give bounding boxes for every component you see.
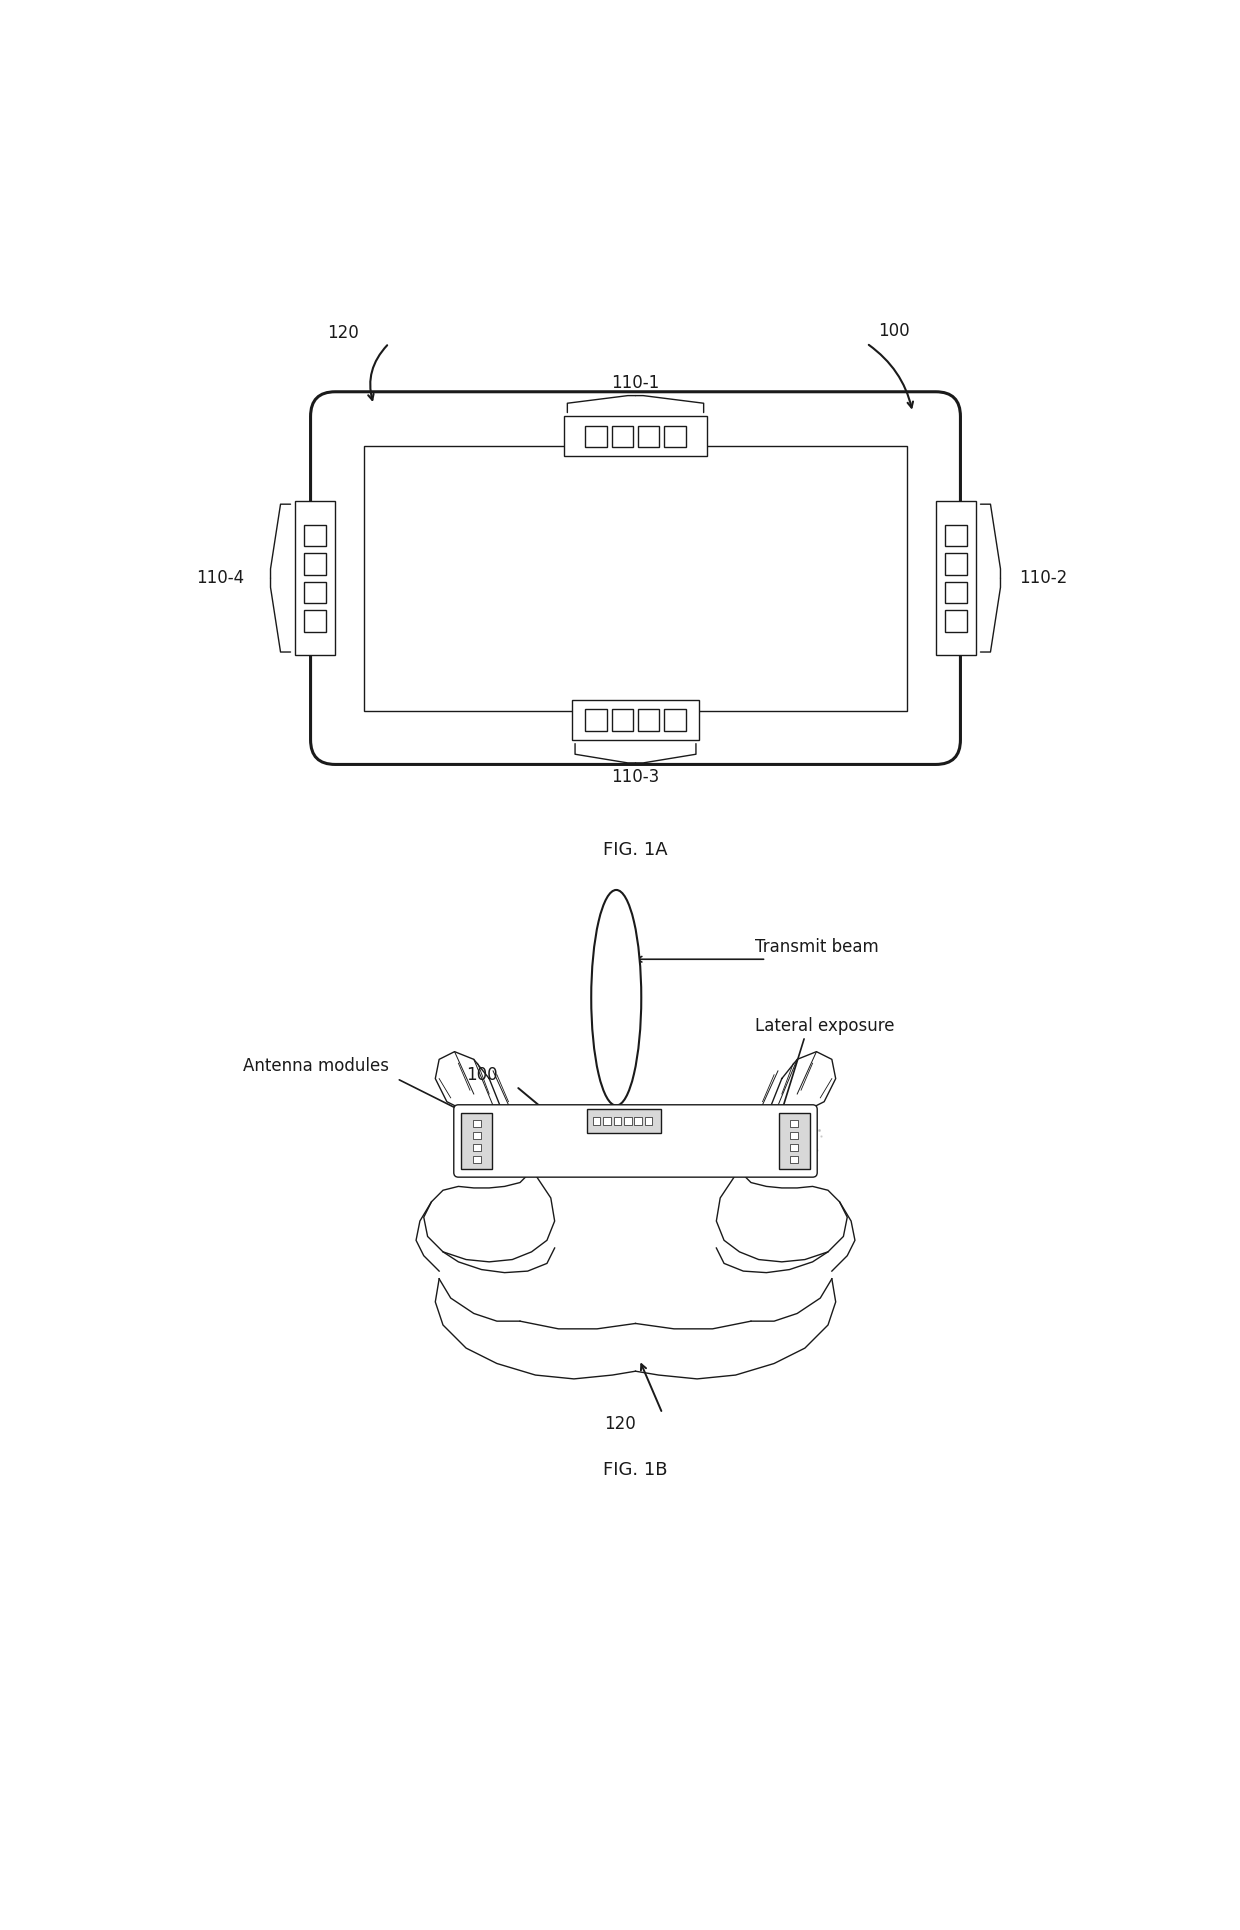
- Bar: [637, 427, 660, 448]
- Bar: [611, 427, 634, 448]
- Text: FIG. 1B: FIG. 1B: [603, 1461, 668, 1478]
- Bar: [472, 1144, 481, 1152]
- Bar: [461, 1114, 492, 1170]
- Bar: [472, 1156, 481, 1164]
- Bar: [945, 554, 967, 575]
- Bar: [585, 708, 608, 731]
- Bar: [614, 1117, 621, 1125]
- Bar: [945, 525, 967, 546]
- Bar: [472, 1131, 481, 1139]
- Bar: [663, 708, 686, 731]
- Text: 110-4: 110-4: [196, 569, 244, 587]
- Bar: [564, 417, 707, 455]
- Bar: [645, 1117, 652, 1125]
- Bar: [663, 427, 686, 448]
- Bar: [304, 581, 326, 602]
- Bar: [593, 1117, 600, 1125]
- Bar: [936, 502, 976, 654]
- Bar: [790, 1144, 799, 1152]
- Bar: [472, 1119, 481, 1127]
- Bar: [304, 554, 326, 575]
- Bar: [603, 1117, 611, 1125]
- Text: 110-3: 110-3: [611, 768, 660, 786]
- Bar: [790, 1131, 799, 1139]
- FancyBboxPatch shape: [310, 392, 961, 764]
- Text: Transmit beam: Transmit beam: [755, 938, 879, 955]
- FancyBboxPatch shape: [454, 1104, 817, 1177]
- Bar: [304, 610, 326, 631]
- Bar: [790, 1119, 799, 1127]
- Bar: [624, 1117, 631, 1125]
- Bar: [304, 525, 326, 546]
- Bar: [779, 1114, 810, 1170]
- Bar: [588, 1110, 661, 1133]
- Bar: [637, 708, 660, 731]
- Bar: [611, 708, 634, 731]
- Text: 100: 100: [878, 322, 910, 340]
- Text: Lateral exposure: Lateral exposure: [755, 1017, 894, 1034]
- Text: 120: 120: [327, 324, 360, 342]
- Ellipse shape: [591, 890, 641, 1106]
- Text: 120: 120: [604, 1415, 636, 1432]
- Text: 110-2: 110-2: [1019, 569, 1066, 587]
- Text: 110-1: 110-1: [611, 374, 660, 392]
- Bar: [585, 427, 608, 448]
- Bar: [365, 446, 906, 710]
- Bar: [945, 581, 967, 602]
- Bar: [295, 502, 335, 654]
- Bar: [945, 610, 967, 631]
- Text: Antenna modules: Antenna modules: [243, 1058, 389, 1075]
- Text: 100: 100: [466, 1065, 497, 1085]
- Bar: [790, 1156, 799, 1164]
- Text: FIG. 1A: FIG. 1A: [603, 841, 668, 859]
- Bar: [572, 701, 699, 739]
- Bar: [635, 1117, 642, 1125]
